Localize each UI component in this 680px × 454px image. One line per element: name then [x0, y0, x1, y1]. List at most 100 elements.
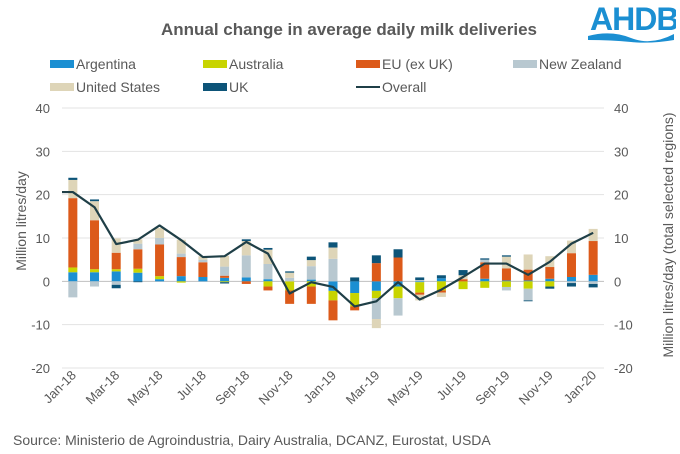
bar-united-states	[371, 319, 381, 329]
logo-text: AHDB	[590, 2, 676, 37]
bar-australia	[90, 269, 100, 273]
bar-new-zealand	[501, 286, 511, 291]
bar-new-zealand	[371, 298, 381, 320]
y-tick-label-left: -20	[31, 361, 50, 376]
bar-argentina	[523, 280, 533, 282]
x-tick-label: Mar-18	[83, 368, 123, 408]
bar-new-zealand	[263, 264, 273, 280]
bar-eu-ex-uk	[198, 262, 208, 277]
bar-australia	[155, 276, 165, 280]
overall-line	[62, 190, 594, 308]
bar-uk	[588, 283, 598, 288]
bar-united-states	[68, 179, 78, 199]
bar-eu-ex-uk	[68, 198, 78, 268]
bar-united-states	[241, 241, 251, 256]
bar-argentina	[68, 272, 78, 282]
bar-argentina	[90, 272, 100, 282]
bar-new-zealand	[566, 281, 576, 284]
bar-new-zealand	[328, 258, 338, 282]
bar-eu-ex-uk	[566, 253, 576, 277]
bar-uk	[501, 255, 511, 257]
bar-stack	[241, 239, 251, 284]
bar-new-zealand	[220, 266, 230, 276]
bar-stack	[306, 256, 316, 304]
bar-uk	[415, 277, 425, 281]
bar-australia	[68, 267, 78, 273]
bar-argentina	[176, 276, 186, 282]
bar-uk	[545, 286, 555, 289]
y-tick-label-right: 20	[614, 188, 628, 203]
bar-eu-ex-uk	[458, 279, 468, 282]
bar-australia	[350, 293, 360, 307]
bar-stack	[133, 239, 143, 283]
bar-united-states	[263, 249, 273, 264]
bar-eu-ex-uk	[415, 292, 425, 295]
bar-uk	[111, 284, 121, 289]
bar-eu-ex-uk	[480, 262, 490, 279]
bar-uk	[480, 258, 490, 260]
ahdb-logo: AHDB	[586, 1, 679, 46]
bar-united-states	[90, 201, 100, 221]
bar-stack	[588, 228, 598, 288]
bar-new-zealand	[90, 281, 100, 287]
x-tick-label: May-19	[385, 368, 426, 409]
bar-stack	[523, 254, 533, 302]
bar-uk	[350, 277, 360, 282]
legend-swatch	[513, 60, 537, 68]
bar-stack	[566, 240, 576, 287]
x-tick-label: Mar-19	[343, 368, 383, 408]
bar-australia	[436, 281, 446, 291]
bar-uk	[566, 283, 576, 287]
bar-argentina	[263, 279, 273, 282]
bar-argentina	[220, 277, 230, 282]
bar-united-states	[176, 239, 186, 254]
bar-eu-ex-uk	[220, 275, 230, 278]
y-tick-label-right: 40	[614, 101, 628, 116]
bar-australia	[285, 281, 295, 291]
bar-stack	[480, 258, 490, 288]
bar-australia	[328, 290, 338, 301]
bar-eu-ex-uk	[350, 306, 360, 311]
bar-united-states	[111, 238, 121, 253]
x-tick-label: May-18	[124, 368, 165, 409]
bar-argentina	[501, 280, 511, 282]
legend-item-overall: Overall	[356, 79, 426, 95]
bar-new-zealand	[68, 281, 78, 298]
bar-argentina	[371, 281, 381, 291]
bar-australia	[220, 281, 230, 283]
legend-swatch	[50, 60, 74, 68]
y-tick-label-left: 40	[36, 101, 50, 116]
bar-stack	[415, 277, 425, 301]
bar-uk	[458, 270, 468, 276]
bar-uk	[68, 177, 78, 180]
bar-new-zealand	[176, 253, 186, 258]
y-tick-label-right: 10	[614, 231, 628, 246]
bar-uk	[328, 242, 338, 248]
bar-uk	[263, 247, 273, 250]
bar-eu-ex-uk	[328, 300, 338, 321]
bar-stack	[371, 255, 381, 329]
y-tick-label-left: 10	[36, 231, 50, 246]
bar-united-states	[523, 254, 533, 270]
y-tick-label-right: -20	[614, 361, 633, 376]
y-tick-label-right: -10	[614, 318, 633, 333]
chart-title: Annual change in average daily milk deli…	[160, 20, 538, 39]
y-tick-label-left: 20	[36, 188, 50, 203]
legend-label: Australia	[229, 56, 284, 72]
source-note: Source: Ministerio de Agroindustria, Dai…	[13, 432, 491, 448]
bar-eu-ex-uk	[263, 286, 273, 291]
bar-new-zealand	[133, 243, 143, 250]
bar-stack	[436, 275, 446, 297]
overall-line-group	[62, 190, 594, 308]
bar-eu-ex-uk	[111, 252, 121, 270]
bar-eu-ex-uk	[155, 244, 165, 277]
bar-stack	[90, 199, 100, 287]
bar-uk	[306, 256, 316, 261]
bar-stack	[111, 238, 121, 289]
bar-united-states	[133, 239, 143, 244]
legend-label: EU (ex UK)	[382, 56, 453, 72]
bar-stack	[155, 228, 165, 282]
bar-uk	[393, 249, 403, 258]
bar-argentina	[155, 279, 165, 282]
